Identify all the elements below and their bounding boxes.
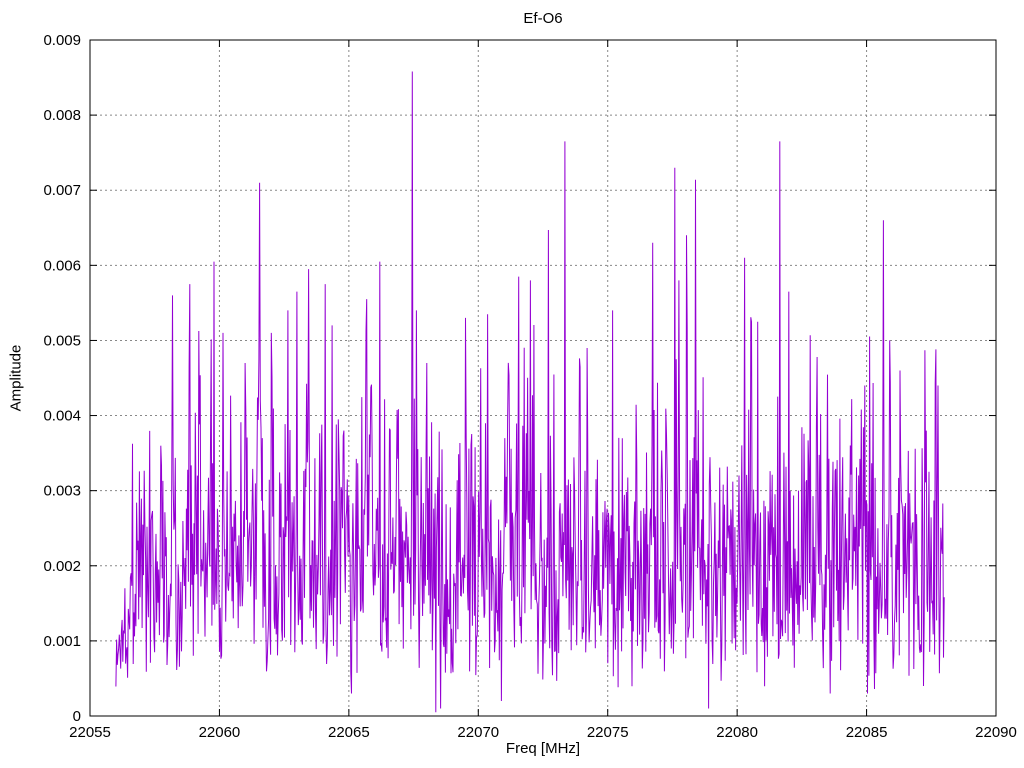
plot-border bbox=[89, 39, 997, 717]
svg-text:0.001: 0.001 bbox=[43, 633, 81, 650]
svg-text:0: 0 bbox=[73, 708, 81, 725]
data-series bbox=[115, 71, 945, 713]
svg-text:22070: 22070 bbox=[457, 724, 499, 741]
y-tick-labels: 0 0.001 0.002 0.003 0.004 0.005 0.006 0.007 0.00… bbox=[43, 32, 81, 725]
svg-text:22085: 22085 bbox=[846, 724, 888, 741]
chart-title: Ef-O6 bbox=[523, 10, 563, 27]
svg-text:0.004: 0.004 bbox=[43, 408, 81, 425]
axis-ticks bbox=[89, 39, 997, 717]
svg-text:22090: 22090 bbox=[975, 724, 1017, 741]
x-tick-labels: 22055 22060 22065 22070 22075 22080 22085 22090 bbox=[69, 724, 1017, 741]
svg-text:0.005: 0.005 bbox=[43, 332, 81, 349]
svg-text:0.002: 0.002 bbox=[43, 558, 81, 575]
svg-text:22060: 22060 bbox=[199, 724, 241, 741]
svg-text:0.006: 0.006 bbox=[43, 257, 81, 274]
svg-text:0.007: 0.007 bbox=[43, 182, 81, 199]
svg-text:22080: 22080 bbox=[716, 724, 758, 741]
svg-text:0.003: 0.003 bbox=[43, 483, 81, 500]
svg-text:0.009: 0.009 bbox=[43, 32, 81, 49]
x-axis-label: Freq [MHz] bbox=[505, 740, 581, 757]
svg-text:22065: 22065 bbox=[328, 724, 370, 741]
svg-text:22055: 22055 bbox=[69, 724, 111, 741]
svg-text:22075: 22075 bbox=[587, 724, 629, 741]
svg-text:0.008: 0.008 bbox=[43, 107, 81, 124]
